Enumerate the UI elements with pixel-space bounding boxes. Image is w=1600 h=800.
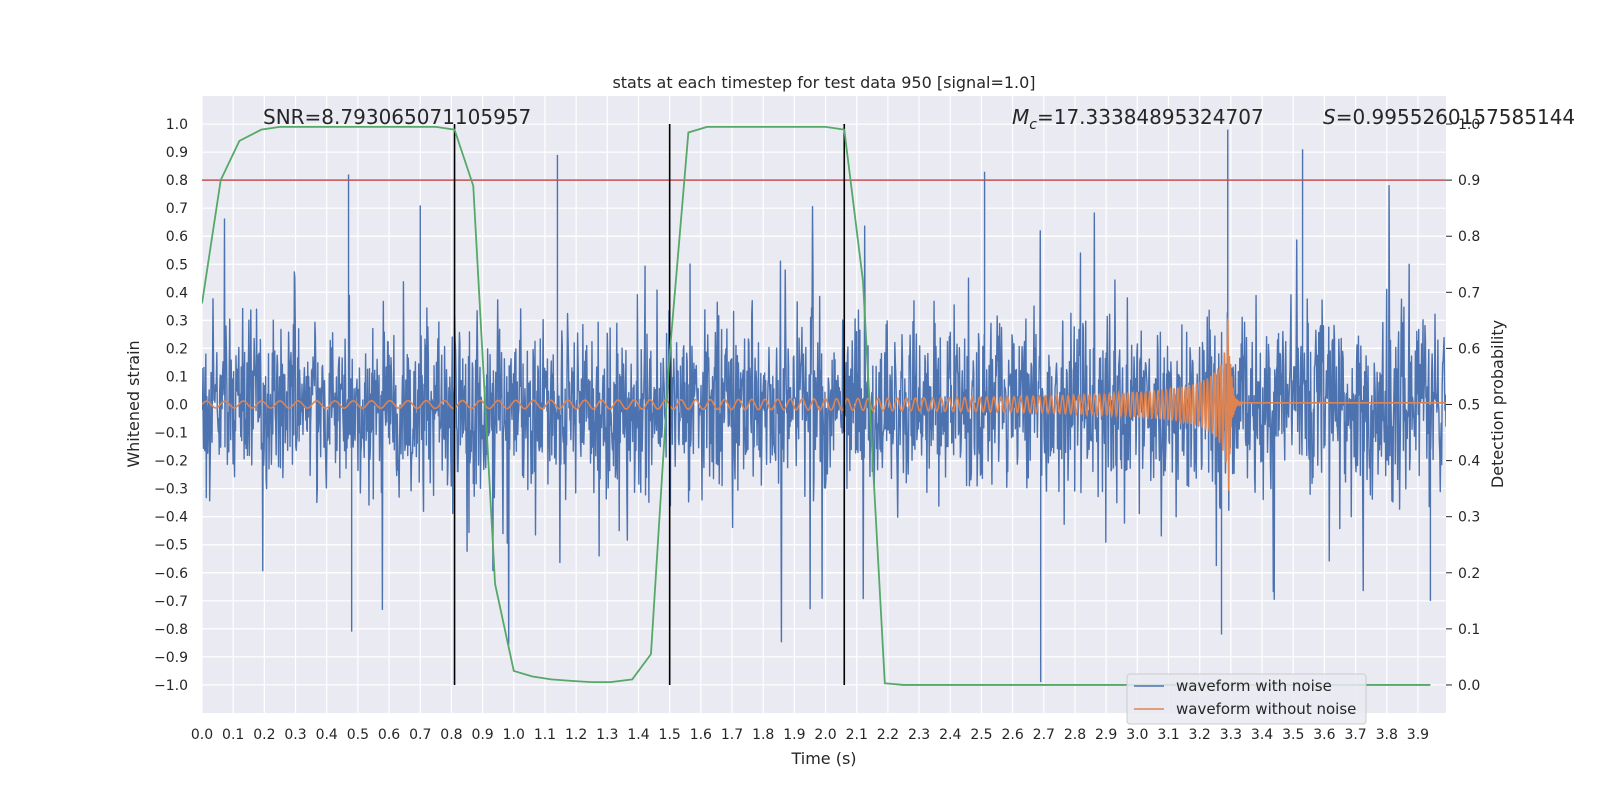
- score-value: =0.9955260157585144: [1336, 105, 1575, 129]
- x-tick-label: 3.8: [1376, 727, 1398, 743]
- y-left-tick-label: 0.4: [166, 285, 188, 301]
- x-tick-label: 3.4: [1251, 727, 1273, 743]
- y-right-tick-labels: 1.0 0.9 0.8 0.7 0.6 0.5 0.4 0.3 0.2 0.1 0.0: [1446, 117, 1480, 694]
- y-left-tick-label: −0.1: [154, 426, 188, 442]
- y-left-tick-label: 0.1: [166, 369, 188, 385]
- x-tick-label: 0.7: [409, 727, 431, 743]
- chirp-mass-value: =17.33384895324707: [1037, 105, 1264, 129]
- y-left-tick-label: 0.9: [166, 145, 188, 161]
- x-tick-label: 2.4: [939, 727, 961, 743]
- chirp-mass-symbol: M: [1012, 105, 1029, 129]
- x-tick-labels: 0.0 0.1 0.2 0.3 0.4 0.5 0.6 0.7 0.8 0.9 1.0 1.1 1.2 1…: [191, 727, 1429, 743]
- x-tick-label: 2.3: [908, 727, 930, 743]
- y-right-tick-label: 0.5: [1458, 398, 1480, 414]
- y-left-tick-label: 0.8: [166, 173, 188, 189]
- x-tick-label: 3.0: [1126, 727, 1148, 743]
- y-right-tick-label: 0.3: [1458, 510, 1480, 526]
- legend-label-noise: waveform with noise: [1176, 677, 1332, 695]
- x-tick-label: 0.8: [440, 727, 462, 743]
- x-tick-label: 2.9: [1095, 727, 1117, 743]
- x-tick-label: 0.3: [284, 727, 306, 743]
- y-right-tick-label: 0.1: [1458, 622, 1480, 638]
- y-left-tick-label: 0.6: [166, 229, 188, 245]
- x-tick-label: 0.4: [316, 727, 338, 743]
- waveform-without-noise-line: [202, 318, 1446, 491]
- x-tick-label: 1.0: [503, 727, 525, 743]
- y-left-tick-label: 0.5: [166, 257, 188, 273]
- y-left-tick-label: 0.2: [166, 341, 188, 357]
- y-left-tick-label: −1.0: [154, 678, 188, 694]
- score-annotation: S=0.9955260157585144: [1323, 105, 1575, 129]
- y-left-tick-labels: 1.0 0.9 0.8 0.7 0.6 0.5 0.4 0.3 0.2 0.1 0.0 −0.1 −0.…: [154, 117, 188, 694]
- y-right-tick-label: 0.2: [1458, 566, 1480, 582]
- x-tick-label: 2.0: [814, 727, 836, 743]
- series-waveform-without-noise: [202, 318, 1446, 491]
- x-tick-label: 1.8: [752, 727, 774, 743]
- score-symbol: S: [1323, 105, 1336, 129]
- x-tick-label: 3.9: [1407, 727, 1429, 743]
- x-tick-label: 1.3: [596, 727, 618, 743]
- y-right-tick-label: 0.0: [1458, 678, 1480, 694]
- x-tick-label: 1.2: [565, 727, 587, 743]
- x-tick-label: 3.1: [1157, 727, 1179, 743]
- y-left-tick-label: −0.6: [154, 566, 188, 582]
- legend: waveform with noise waveform without noi…: [1126, 673, 1367, 725]
- x-tick-label: 0.2: [253, 727, 275, 743]
- x-tick-label: 0.1: [222, 727, 244, 743]
- y-right-tick-label: 0.7: [1458, 285, 1480, 301]
- x-tick-label: 1.1: [534, 727, 556, 743]
- x-tick-label: 0.6: [378, 727, 400, 743]
- series-waveform-with-noise: [202, 129, 1446, 683]
- y-right-tick-label: 0.6: [1458, 341, 1480, 357]
- x-tick-label: 0.9: [471, 727, 493, 743]
- x-tick-label: 1.6: [690, 727, 712, 743]
- y-left-tick-label: 0.0: [166, 398, 188, 414]
- y-right-tick-label: 0.4: [1458, 454, 1480, 470]
- x-tick-label: 1.5: [659, 727, 681, 743]
- y-left-tick-label: 0.3: [166, 313, 188, 329]
- waveform-with-noise-line: [202, 129, 1446, 683]
- x-tick-label: 2.7: [1033, 727, 1055, 743]
- x-axis-label: Time (s): [790, 749, 856, 768]
- x-tick-label: 3.6: [1313, 727, 1335, 743]
- y-axis-right-label: Detection probability: [1488, 320, 1507, 488]
- y-left-tick-label: −0.2: [154, 454, 188, 470]
- chart-title: stats at each timestep for test data 950…: [612, 73, 1035, 92]
- y-left-tick-label: −0.5: [154, 538, 188, 554]
- y-left-tick-label: −0.4: [154, 510, 188, 526]
- y-axis-left-label: Whitened strain: [124, 340, 143, 467]
- legend-label-clean: waveform without noise: [1176, 700, 1356, 718]
- y-left-tick-label: 1.0: [166, 117, 188, 133]
- x-tick-label: 1.9: [783, 727, 805, 743]
- y-left-tick-label: 0.7: [166, 201, 188, 217]
- chirp-mass-annotation: Mc=17.33384895324707: [1012, 105, 1264, 133]
- x-tick-label: 2.2: [877, 727, 899, 743]
- y-left-tick-label: −0.7: [154, 594, 188, 610]
- vertical-markers: [453, 124, 846, 685]
- x-tick-label: 3.5: [1282, 727, 1304, 743]
- x-tick-label: 3.2: [1189, 727, 1211, 743]
- x-tick-label: 3.7: [1344, 727, 1366, 743]
- x-tick-label: 2.5: [970, 727, 992, 743]
- y-right-tick-label: 0.8: [1458, 229, 1480, 245]
- snr-annotation: SNR=8.793065071105957: [263, 105, 531, 129]
- x-tick-label: 1.7: [721, 727, 743, 743]
- y-right-tick-label: 1.0: [1458, 117, 1480, 133]
- y-right-tick-label: 0.9: [1458, 173, 1480, 189]
- legend-box: [1126, 673, 1367, 725]
- chirp-mass-subscript: c: [1029, 117, 1037, 133]
- x-tick-label: 0.0: [191, 727, 213, 743]
- x-tick-label: 2.1: [846, 727, 868, 743]
- y-left-tick-label: −0.3: [154, 482, 188, 498]
- x-tick-label: 2.6: [1001, 727, 1023, 743]
- x-tick-label: 3.3: [1220, 727, 1242, 743]
- x-tick-label: 1.4: [627, 727, 649, 743]
- y-left-tick-label: −0.9: [154, 650, 188, 666]
- x-tick-label: 2.8: [1064, 727, 1086, 743]
- x-tick-label: 0.5: [347, 727, 369, 743]
- y-left-tick-label: −0.8: [154, 622, 188, 638]
